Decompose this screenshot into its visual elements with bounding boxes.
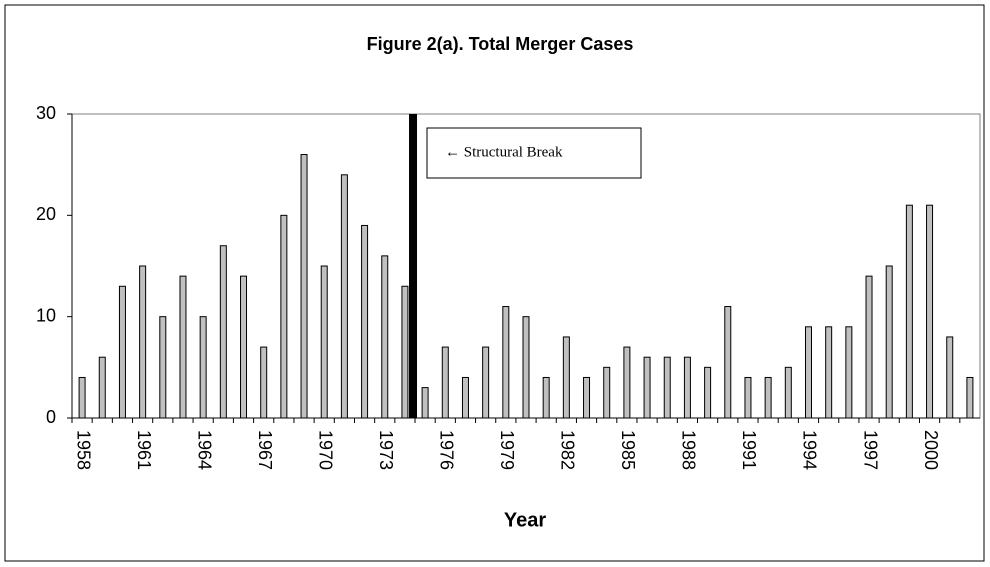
bar xyxy=(885,265,893,419)
y-tick-label: 20 xyxy=(36,204,56,224)
x-tick-label: 1997 xyxy=(860,430,880,470)
x-tick-label: 1967 xyxy=(255,430,275,470)
annotation-box xyxy=(426,127,642,179)
bar xyxy=(804,326,812,419)
bar xyxy=(159,316,167,419)
bar xyxy=(905,204,913,419)
bar xyxy=(865,275,873,419)
x-tick-label: 1961 xyxy=(134,430,154,470)
x-tick-label: 1988 xyxy=(679,430,699,470)
bar xyxy=(421,387,429,419)
bar xyxy=(926,204,934,419)
bar xyxy=(240,275,248,419)
chart-title: Figure 2(a). Total Merger Cases xyxy=(367,34,634,54)
bar xyxy=(663,356,671,419)
bar xyxy=(583,376,591,419)
x-tick-label: 1994 xyxy=(800,430,820,470)
bar xyxy=(966,376,974,419)
bar xyxy=(320,265,328,419)
bar xyxy=(401,285,409,419)
bar xyxy=(381,255,389,419)
bar xyxy=(280,214,288,419)
bar xyxy=(744,376,752,419)
y-tick-label: 10 xyxy=(36,305,56,325)
bar xyxy=(118,285,126,419)
x-tick-label: 1970 xyxy=(315,430,335,470)
x-tick-label: 1973 xyxy=(376,430,396,470)
bar xyxy=(482,346,490,419)
bar xyxy=(361,224,369,419)
bar xyxy=(98,356,106,419)
x-tick-label: 1982 xyxy=(558,430,578,470)
x-tick-label: 1958 xyxy=(73,430,93,470)
bar xyxy=(764,376,772,419)
bar xyxy=(441,346,449,419)
bar xyxy=(502,306,510,419)
bar xyxy=(522,316,530,419)
bar xyxy=(78,376,86,419)
bar xyxy=(845,326,853,419)
bar xyxy=(219,245,227,419)
bar xyxy=(199,316,207,419)
y-tick-label: 30 xyxy=(36,103,56,123)
bar xyxy=(946,336,954,419)
bar xyxy=(300,154,308,419)
bar xyxy=(724,306,732,419)
bar xyxy=(542,376,550,419)
x-tick-label: 1985 xyxy=(618,430,638,470)
annotation: ← Structural Break xyxy=(445,144,563,160)
bar xyxy=(704,366,712,419)
x-tick-label: 1976 xyxy=(437,430,457,470)
x-axis-label: Year xyxy=(504,509,546,531)
bar xyxy=(825,326,833,419)
chart-frame xyxy=(4,4,985,562)
bar xyxy=(643,356,651,419)
x-tick-label: 1979 xyxy=(497,430,517,470)
bar xyxy=(562,336,570,419)
bar xyxy=(683,356,691,419)
bar xyxy=(784,366,792,419)
bar xyxy=(603,366,611,419)
bar xyxy=(340,174,348,419)
y-tick-label: 0 xyxy=(46,407,56,427)
x-tick-label: 2000 xyxy=(921,430,941,470)
bar xyxy=(139,265,147,419)
bar xyxy=(260,346,268,419)
bar xyxy=(623,346,631,419)
bar xyxy=(179,275,187,419)
bar xyxy=(461,376,469,419)
x-tick-label: 1991 xyxy=(739,430,759,470)
x-tick-label: 1964 xyxy=(194,430,214,470)
